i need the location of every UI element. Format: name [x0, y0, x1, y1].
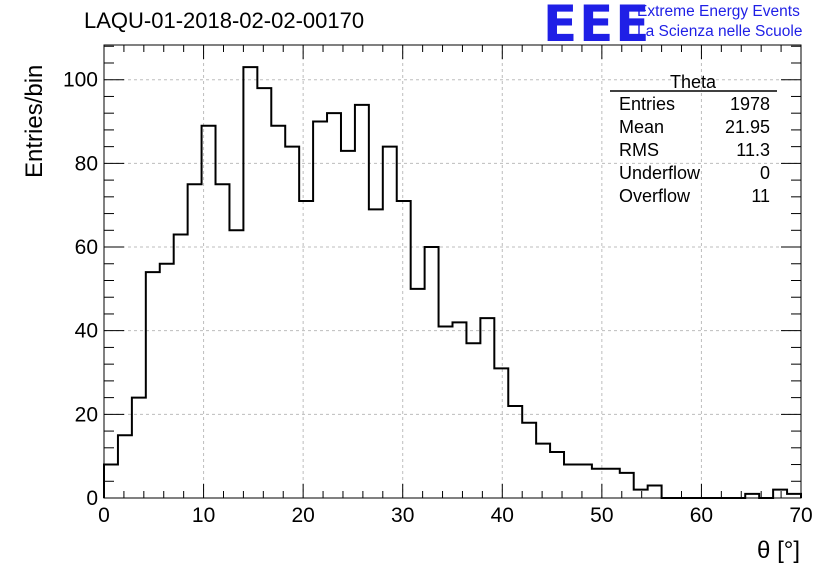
- brand-line-1: Extreme Energy Events: [637, 3, 800, 20]
- stats-label: Entries: [619, 94, 675, 114]
- x-tick-label: 10: [192, 504, 215, 527]
- y-tick-label: 100: [63, 69, 98, 92]
- x-tick-label: 20: [291, 504, 314, 527]
- y-tick-label: 40: [75, 320, 98, 343]
- stats-box: Theta Entries 1978 Mean 21.95 RMS 11.3 Underfl…: [610, 72, 777, 206]
- brand-line-2: La Scienza nelle Scuole: [637, 23, 803, 40]
- histogram-bins: [103, 66, 802, 499]
- stats-label: RMS: [619, 140, 659, 160]
- stats-label: Mean: [619, 117, 664, 137]
- x-tick-label: 60: [690, 504, 713, 527]
- axes: 0 10 20 30 40 50 60 70 0 20 40 60 80 100: [63, 45, 813, 527]
- y-tick-label: 20: [75, 403, 98, 426]
- eee-logo: EEE: [543, 0, 652, 53]
- x-tick-label: 70: [789, 504, 812, 527]
- y-tick-label: 0: [86, 487, 98, 510]
- stats-value: 11.3: [736, 140, 770, 160]
- stats-label: Overflow: [619, 186, 691, 206]
- plot-frame: [103, 44, 802, 499]
- page-title: LAQU-01-2018-02-02-00170: [84, 8, 365, 33]
- stats-label: Underflow: [619, 163, 701, 183]
- stats-value: 0: [760, 163, 770, 183]
- y-tick-label: 80: [75, 152, 98, 175]
- grid-lines: [104, 45, 801, 498]
- x-axis-title: θ [°]: [757, 537, 800, 564]
- x-tick-label: 50: [590, 504, 613, 527]
- y-tick-label: 60: [75, 236, 98, 259]
- x-tick-label: 0: [98, 504, 110, 527]
- y-axis-title: Entries/bin: [21, 65, 48, 178]
- stats-value: 11: [751, 186, 770, 206]
- x-tick-label: 30: [391, 504, 414, 527]
- x-tick-label: 40: [491, 504, 514, 527]
- stats-value: 21.95: [725, 117, 770, 137]
- stats-value: 1978: [730, 94, 770, 114]
- histogram-step-line: [103, 66, 802, 499]
- stats-box-title: Theta: [670, 72, 717, 92]
